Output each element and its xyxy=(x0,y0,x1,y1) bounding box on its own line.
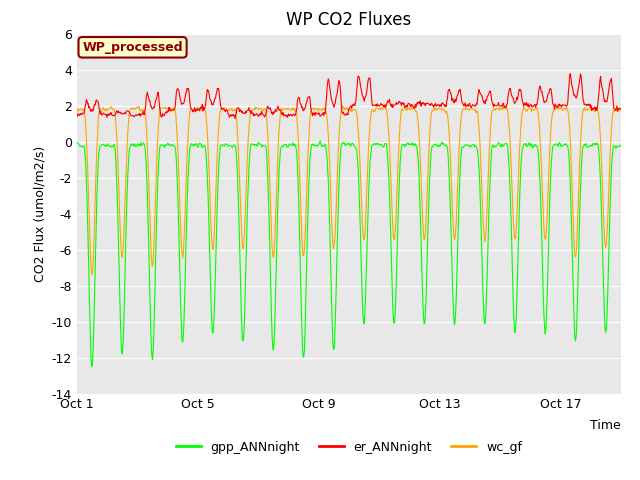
Y-axis label: CO2 Flux (umol/m2/s): CO2 Flux (umol/m2/s) xyxy=(33,145,46,282)
Text: WP_processed: WP_processed xyxy=(82,41,183,54)
Legend: gpp_ANNnight, er_ANNnight, wc_gf: gpp_ANNnight, er_ANNnight, wc_gf xyxy=(171,436,527,459)
Text: Time: Time xyxy=(590,419,621,432)
Title: WP CO2 Fluxes: WP CO2 Fluxes xyxy=(286,11,412,29)
